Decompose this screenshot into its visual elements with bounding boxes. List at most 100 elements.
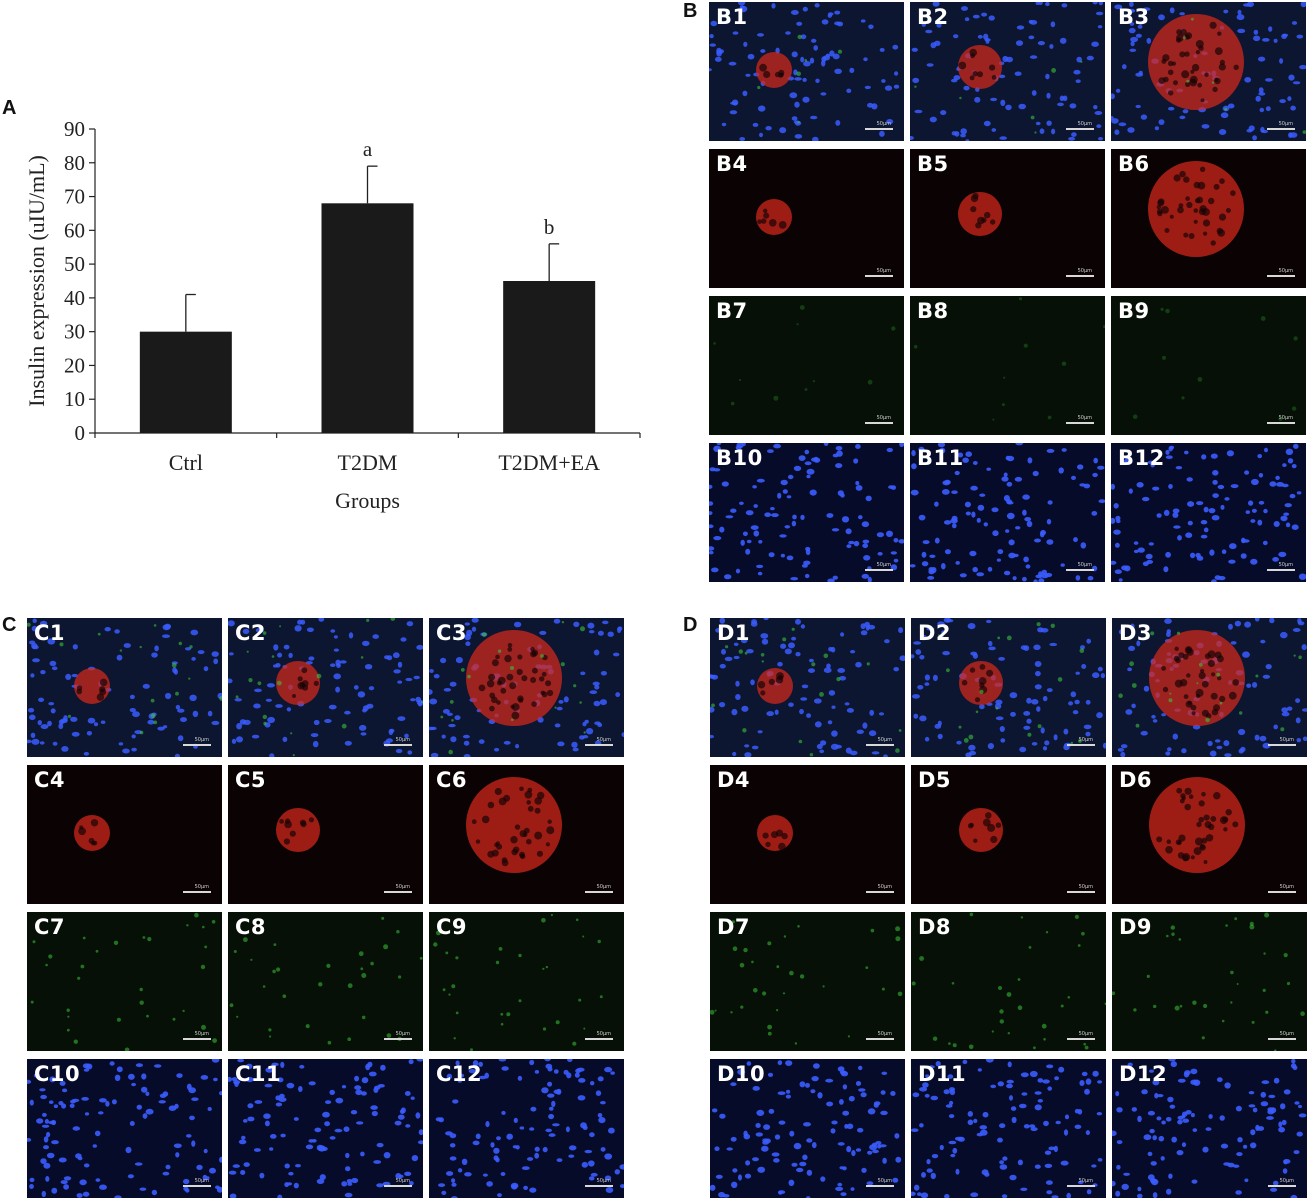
chart-x-axis-label: Groups (335, 488, 400, 513)
micrograph-label: D1 (717, 621, 750, 645)
micrograph-label: D4 (717, 768, 750, 792)
micrograph-label: B4 (716, 152, 748, 176)
scale-bar (585, 1038, 613, 1040)
scale-bar-label: 50μm (1280, 1031, 1294, 1037)
scale-bar-label: 50μm (597, 1031, 611, 1037)
micrograph-b8: B8 50μm (910, 296, 1105, 435)
micrograph-label: D8 (918, 915, 951, 939)
scale-bar (1067, 891, 1095, 893)
scale-bar-label: 50μm (878, 1031, 892, 1037)
micrograph-label: B1 (716, 5, 748, 29)
y-tick-label: 30 (64, 320, 85, 344)
scale-bar (1067, 1185, 1095, 1187)
scale-bar (1066, 128, 1094, 130)
micrograph-b2: B2 50μm (910, 2, 1105, 141)
micrograph-label: B7 (716, 299, 748, 323)
micrograph-label: C4 (34, 768, 65, 792)
scale-bar-label: 50μm (1079, 737, 1093, 743)
micrograph-c9: C9 50μm (429, 912, 624, 1051)
scale-bar (865, 275, 893, 277)
scale-bar-label: 50μm (877, 268, 891, 274)
scale-bar-label: 50μm (1279, 121, 1293, 127)
scale-bar (183, 891, 211, 893)
scale-bar (585, 744, 613, 746)
scale-bar (866, 1185, 894, 1187)
scale-bar-label: 50μm (195, 1031, 209, 1037)
micrograph-label: B11 (917, 446, 964, 470)
scale-bar (1268, 1185, 1296, 1187)
micrograph-label: C6 (436, 768, 467, 792)
scale-bar-label: 50μm (195, 737, 209, 743)
micrograph-label: C11 (235, 1062, 281, 1086)
scale-bar (1067, 744, 1095, 746)
chart-y-axis-label: Insulin expression (uIU/mL) (24, 155, 49, 407)
bar-ctrl (140, 332, 232, 433)
micrograph-label: C7 (34, 915, 65, 939)
micrograph-label: B2 (917, 5, 949, 29)
micrograph-label: C9 (436, 915, 467, 939)
x-tick-label: Ctrl (169, 450, 203, 475)
micrograph-label: C5 (235, 768, 266, 792)
micrograph-label: D3 (1119, 621, 1152, 645)
scale-bar-label: 50μm (877, 415, 891, 421)
micrograph-label: B5 (917, 152, 949, 176)
chart-bars (140, 203, 595, 433)
scale-bar (384, 891, 412, 893)
micrograph-c4: C4 50μm (27, 765, 222, 904)
micrograph-label: B3 (1118, 5, 1150, 29)
scale-bar-label: 50μm (1279, 268, 1293, 274)
micrograph-b4: B4 50μm (709, 149, 904, 288)
scale-bar (1268, 1038, 1296, 1040)
micrograph-label: B8 (917, 299, 949, 323)
scale-bar (866, 1038, 894, 1040)
scale-bar-label: 50μm (1078, 121, 1092, 127)
y-tick-label: 90 (64, 117, 85, 141)
micrograph-label: D9 (1119, 915, 1152, 939)
scale-bar-label: 50μm (1079, 1178, 1093, 1184)
scale-bar-label: 50μm (1078, 562, 1092, 568)
scale-bar (384, 744, 412, 746)
scale-bar (1067, 1038, 1095, 1040)
micrograph-d11: D11 50μm (911, 1059, 1106, 1198)
micrograph-b7: B7 50μm (709, 296, 904, 435)
scale-bar-label: 50μm (396, 884, 410, 890)
scale-bar-label: 50μm (597, 737, 611, 743)
micrograph-label: D2 (918, 621, 951, 645)
scale-bar-label: 50μm (1280, 884, 1294, 890)
scale-bar (585, 1185, 613, 1187)
scale-bar (1267, 275, 1295, 277)
scale-bar (1066, 569, 1094, 571)
micrograph-d2: D2 50μm (911, 618, 1106, 757)
scale-bar-label: 50μm (1078, 415, 1092, 421)
micrograph-label: D10 (717, 1062, 765, 1086)
y-tick-label: 10 (64, 387, 85, 411)
scale-bar-label: 50μm (878, 1178, 892, 1184)
micrograph-label: C12 (436, 1062, 482, 1086)
scale-bar (1267, 569, 1295, 571)
scale-bar (1066, 422, 1094, 424)
scale-bar-label: 50μm (195, 884, 209, 890)
scale-bar (384, 1038, 412, 1040)
micrograph-b11: B11 50μm (910, 443, 1105, 582)
scale-bar (1267, 128, 1295, 130)
scale-bar-label: 50μm (1079, 884, 1093, 890)
micrograph-label: D11 (918, 1062, 966, 1086)
